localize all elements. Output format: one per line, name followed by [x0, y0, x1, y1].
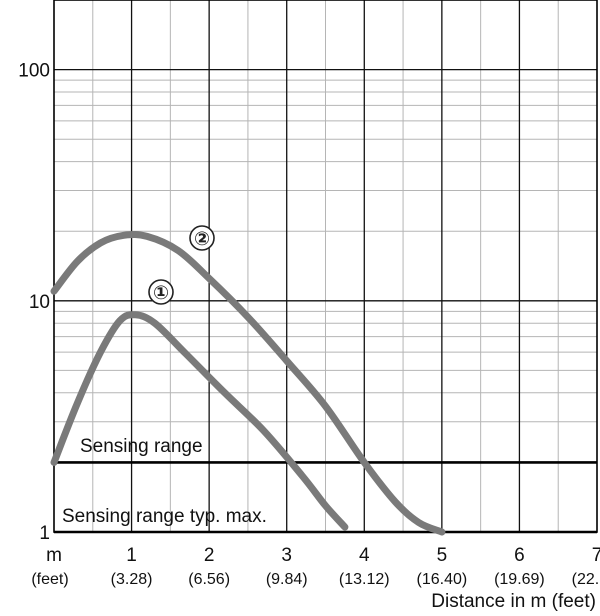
x-tick-label: 3 — [281, 545, 292, 566]
x-tick-sub-label: (16.40) — [417, 571, 468, 588]
x-tick-labels: 1 (3.28) 2 (6.56) 3 (9.84) 4 (13.12) 5 (16.40) 6 (1… — [111, 545, 600, 588]
x-tick-sub-label: (9.84) — [266, 571, 308, 588]
x-axis-label: Distance in m (feet) — [431, 591, 596, 612]
x-tick-sub-label: (13.12) — [339, 571, 390, 588]
grid-minor — [54, 0, 597, 532]
series-layer — [50, 230, 446, 536]
x-tick-label: 5 — [437, 545, 448, 566]
series-2-marker-label: ② — [194, 228, 210, 250]
plot-frame — [53, 0, 598, 533]
series-1-line — [50, 311, 349, 531]
x-unit-label: m — [46, 545, 62, 566]
y-tick-label: 100 — [18, 61, 50, 82]
ref-line-label-sensing-range-max: Sensing range typ. max. — [62, 506, 267, 527]
y-tick-labels: 1 10 100 — [18, 61, 50, 544]
y-tick-label: 1 — [39, 523, 50, 544]
x-tick-sub-label: (19.69) — [494, 571, 545, 588]
ref-line-label-sensing-range: Sensing range — [80, 436, 203, 457]
x-tick-label: 2 — [204, 545, 215, 566]
x-tick-label: 4 — [359, 545, 370, 566]
x-unit-sub-label: (feet) — [31, 571, 68, 588]
x-tick-label: 7 — [592, 545, 600, 566]
grid-major — [54, 0, 597, 532]
x-tick-sub-label: (6.56) — [188, 571, 230, 588]
x-tick-label: 1 — [126, 545, 137, 566]
x-tick-sub-label: (3.28) — [111, 571, 153, 588]
x-tick-label: 6 — [514, 545, 525, 566]
series-1-marker-label: ① — [153, 282, 169, 304]
series-2-marker: ② — [189, 225, 215, 251]
series-2-line — [50, 230, 446, 536]
y-tick-label: 10 — [29, 292, 50, 313]
series-1-marker: ① — [148, 279, 174, 305]
x-tick-sub-label: (22.97) — [572, 571, 600, 588]
